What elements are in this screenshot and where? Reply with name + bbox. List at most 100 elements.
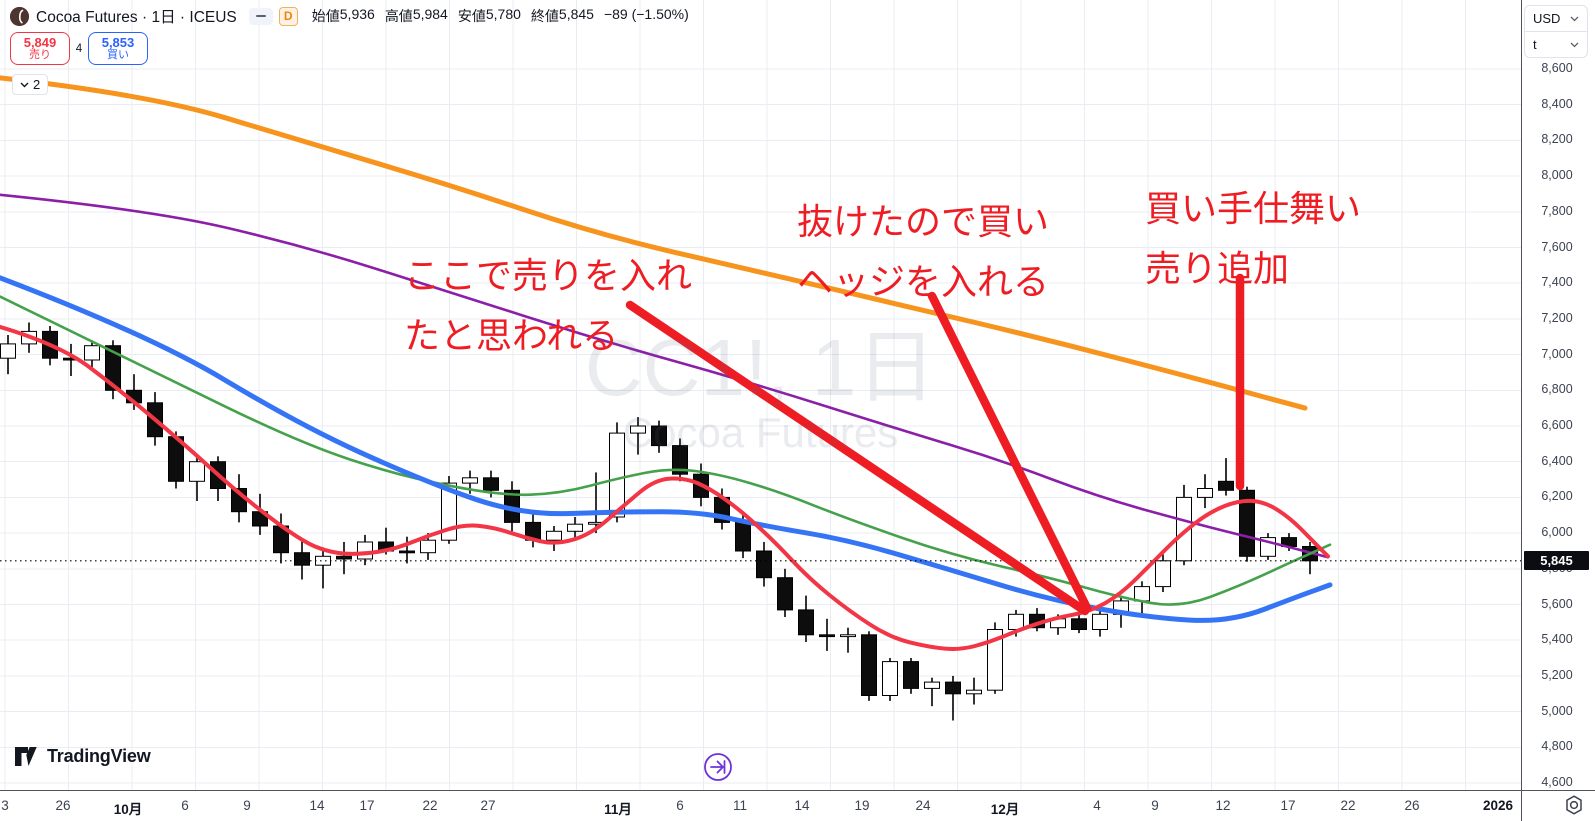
title-separator: · (141, 9, 148, 26)
price-tick: 8,600 (1541, 61, 1573, 75)
chart-note-line: 買い手仕舞い (1145, 188, 1362, 229)
high-label: 高値 (384, 8, 413, 24)
price-tick: 7,000 (1541, 346, 1573, 361)
price-tick: 6,200 (1541, 489, 1573, 504)
time-tick: 12月 (990, 802, 1020, 817)
title-separator: · (179, 9, 186, 26)
currency-label: USD (1533, 11, 1561, 26)
axis-settings-icon[interactable] (1562, 793, 1586, 817)
symbol-legend[interactable]: Cocoa Futures · 1日 · ICEUS D 始値 5,936 高値 5… (10, 5, 689, 27)
ohlc-readout: 始値 5,936 高値 5,984 安値 5,780 終値 5,845 −89 (−1.… (312, 6, 689, 26)
chevron-down-icon (1570, 16, 1579, 21)
dash-icon (255, 14, 266, 18)
chart-note-line: ここで売りを入れ (404, 255, 693, 296)
price-tick: 6,000 (1541, 525, 1573, 540)
indicator-count: 2 (33, 77, 41, 92)
symbol-title[interactable]: Cocoa Futures · 1日 · ICEUS (36, 5, 237, 27)
cocoa-bean-icon (10, 6, 29, 26)
symbol-interval: 1日 (151, 9, 176, 26)
time-tick: 2026 (1482, 798, 1514, 813)
unit-selector[interactable]: t (1525, 31, 1587, 57)
go-to-realtime-button[interactable] (703, 752, 733, 782)
indicators-collapse-chip[interactable]: 2 (12, 74, 49, 95)
chart-note[interactable]: ここで売りを入れ たと思われる (404, 246, 692, 366)
price-tick: 7,400 (1541, 275, 1573, 290)
price-tick: 7,800 (1541, 203, 1573, 218)
price-tick: 6,600 (1541, 418, 1573, 432)
chart-note-line: 売り追加 (1145, 248, 1290, 289)
sell-price: 5,849 (23, 34, 57, 50)
ma-green (0, 295, 1332, 606)
close-label: 終値 (530, 8, 559, 24)
sell-button[interactable]: 5,849 売り (10, 32, 70, 65)
chevron-down-icon (1570, 42, 1579, 47)
time-tick: 11 (732, 798, 747, 813)
ma-blue (0, 275, 1333, 623)
last-price-tag: 5,845 (1524, 551, 1589, 571)
time-tick: 26 (1404, 798, 1420, 813)
chart-note-line: 抜けたので買い (797, 201, 1050, 242)
price-tick: 5,000 (1541, 703, 1573, 718)
time-tick: 9 (243, 798, 251, 813)
trade-panel: 5,849 売り 4 5,853 買い (10, 32, 148, 65)
chevron-down-icon (20, 82, 29, 87)
price-tick: 5,600 (1541, 596, 1573, 611)
price-tick: 8,400 (1541, 96, 1573, 111)
time-tick: 22 (422, 798, 438, 813)
price-tick: 4,600 (1541, 775, 1573, 789)
tradingview-glyph-icon (15, 747, 37, 766)
time-tick: 19 (854, 798, 870, 813)
time-tick: 22 (1340, 798, 1356, 813)
time-tick: 17 (1280, 798, 1296, 813)
time-tick: 26 (55, 798, 71, 813)
change-value: −89 (−1.50%) (603, 6, 689, 22)
ma-red (0, 324, 1330, 651)
ma-orange (0, 75, 1308, 411)
brand-text: TradingView (47, 745, 151, 766)
time-axis[interactable]: 3 26 10月 6 9 14 17 22 27 11月 6 11 14 19 24 12月 4 9 12 17 22 2… (0, 791, 1521, 821)
spread-value: 4 (75, 42, 83, 55)
time-tick: 12 (1215, 798, 1231, 813)
time-tick: 4 (1093, 798, 1101, 813)
time-tick: 6 (181, 798, 189, 813)
price-tick: 6,400 (1541, 453, 1573, 468)
unit-label: t (1533, 37, 1537, 52)
price-tick: 8,200 (1541, 132, 1573, 147)
axis-unit-box: USD t (1524, 5, 1588, 58)
hidden-indicator-chip[interactable] (248, 7, 273, 25)
buy-label: 買い (107, 48, 129, 61)
annotation-arrow (625, 300, 1090, 616)
tradingview-logo[interactable]: TradingView (14, 745, 151, 767)
close-value: 5,845 (558, 6, 594, 22)
chart-note-line: たと思われる (404, 315, 619, 356)
time-tick: 14 (794, 798, 810, 813)
price-tick: 7,600 (1541, 239, 1573, 254)
time-tick: 9 (1151, 798, 1159, 813)
price-tick: 6,800 (1541, 382, 1573, 397)
candles (0, 322, 1318, 721)
time-tick: 14 (309, 798, 325, 813)
chart-note-line: ヘッジを入れる (797, 261, 1050, 302)
time-tick: 24 (915, 798, 931, 813)
price-tick: 4,800 (1541, 739, 1573, 754)
price-tick: 5,400 (1541, 632, 1573, 647)
annotation-arrow (927, 291, 1092, 613)
interval-badge[interactable]: D (278, 6, 298, 26)
currency-selector[interactable]: USD (1525, 6, 1587, 31)
time-tick: 11月 (604, 802, 632, 817)
price-tick: 8,000 (1541, 168, 1573, 183)
time-tick: 6 (676, 798, 684, 813)
symbol-name: Cocoa Futures (36, 9, 138, 26)
low-value: 5,780 (485, 6, 521, 22)
open-label: 始値 (311, 8, 340, 24)
time-tick: 27 (480, 798, 496, 813)
high-value: 5,984 (412, 6, 448, 22)
chart-note[interactable]: 抜けたので買い ヘッジを入れる (797, 192, 1049, 312)
buy-button[interactable]: 5,853 買い (88, 32, 148, 65)
chart-note[interactable]: 買い手仕舞い 売り追加 (1145, 179, 1361, 299)
time-tick: 10月 (113, 802, 143, 817)
price-axis[interactable]: 8,600 8,400 8,200 8,000 7,800 7,600 7,400 7,200… (1522, 0, 1595, 790)
price-tick: 5,200 (1541, 667, 1573, 682)
